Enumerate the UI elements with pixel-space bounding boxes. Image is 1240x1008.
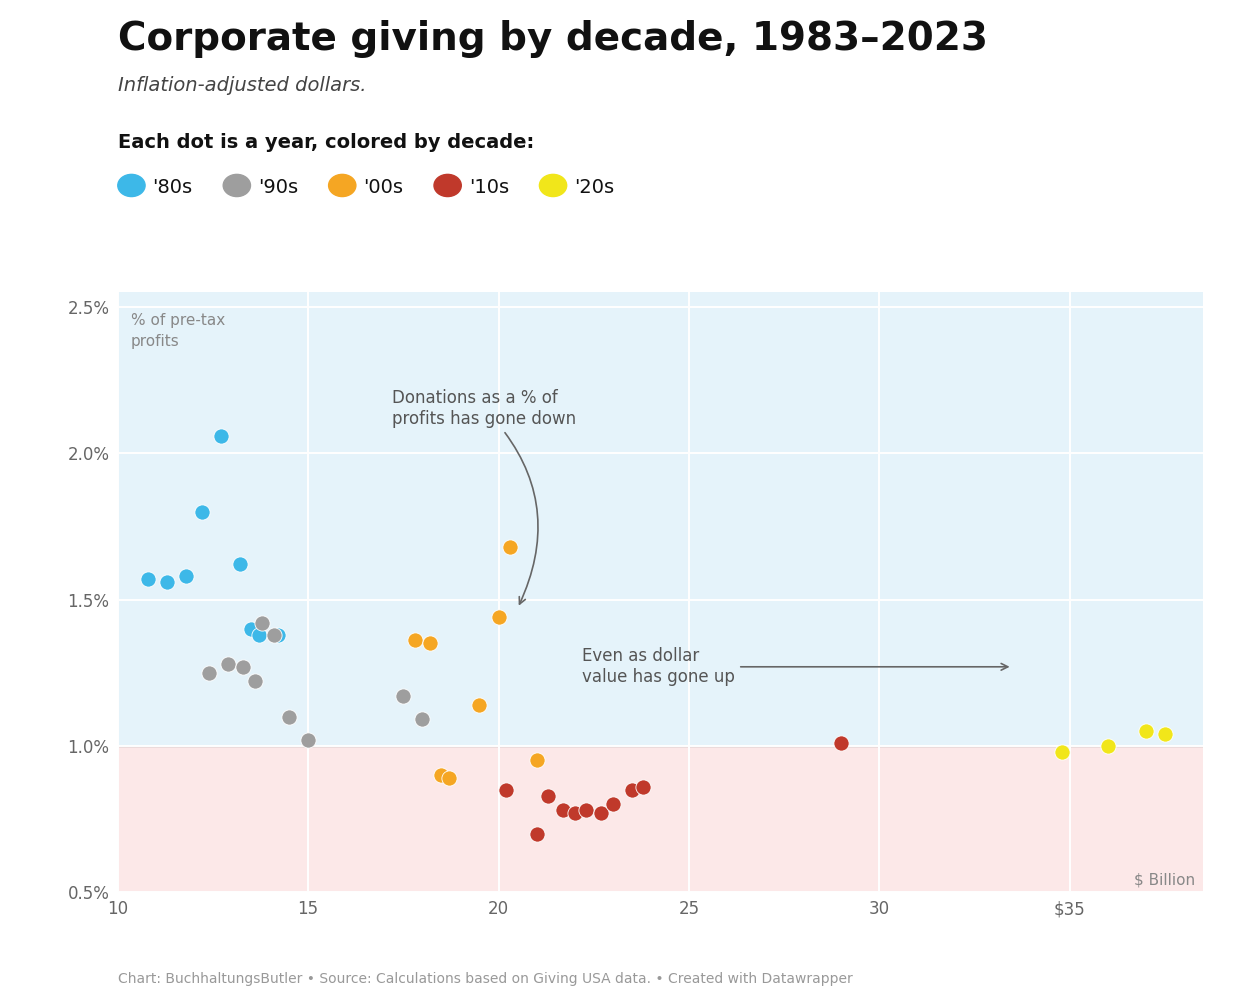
Point — [538, 787, 558, 803]
Point — [229, 556, 249, 573]
Point — [527, 826, 547, 842]
Point — [157, 574, 177, 590]
Point — [241, 621, 260, 637]
Point — [249, 627, 269, 643]
Point — [176, 569, 196, 585]
Point — [439, 770, 459, 786]
Point — [1136, 723, 1156, 739]
Point — [591, 805, 611, 822]
Point — [246, 673, 265, 689]
Point — [139, 571, 159, 587]
Point — [470, 697, 490, 713]
Point — [192, 504, 212, 520]
Text: Even as dollar
value has gone up: Even as dollar value has gone up — [583, 647, 1008, 686]
Text: '00s: '00s — [363, 178, 403, 197]
Point — [489, 609, 508, 625]
Text: Each dot is a year, colored by decade:: Each dot is a year, colored by decade: — [118, 133, 534, 152]
Point — [420, 635, 440, 651]
Point — [264, 627, 284, 643]
Point — [553, 802, 573, 818]
Text: Chart: BuchhaltungsButler • Source: Calculations based on Giving USA data. • Cre: Chart: BuchhaltungsButler • Source: Calc… — [118, 972, 853, 986]
Point — [1052, 744, 1071, 760]
Point — [211, 427, 231, 444]
Point — [200, 664, 219, 680]
Point — [1154, 726, 1174, 742]
Point — [564, 805, 584, 822]
Point — [634, 779, 653, 795]
Point — [500, 539, 520, 555]
Text: '90s: '90s — [258, 178, 298, 197]
Point — [233, 659, 253, 675]
Text: % of pre-tax
profits: % of pre-tax profits — [131, 312, 226, 349]
Text: Corporate giving by decade, 1983–2023: Corporate giving by decade, 1983–2023 — [118, 20, 988, 58]
Text: Donations as a % of
profits has gone down: Donations as a % of profits has gone dow… — [392, 389, 577, 604]
Point — [299, 732, 319, 748]
Text: Inflation-adjusted dollars.: Inflation-adjusted dollars. — [118, 76, 366, 95]
Text: '20s: '20s — [574, 178, 614, 197]
Point — [279, 709, 299, 725]
Point — [432, 767, 451, 783]
Point — [621, 781, 641, 797]
Point — [218, 656, 238, 672]
Point — [577, 802, 596, 818]
Point — [603, 796, 622, 812]
Point — [527, 752, 547, 768]
Bar — [118, 292, 1203, 746]
Point — [404, 632, 424, 648]
Point — [496, 781, 516, 797]
Bar — [118, 746, 1203, 892]
Point — [1097, 738, 1117, 754]
Text: $ Billion: $ Billion — [1135, 873, 1195, 888]
Point — [831, 735, 851, 751]
Point — [393, 688, 413, 705]
Point — [413, 712, 433, 728]
Point — [253, 615, 273, 631]
Text: '80s: '80s — [153, 178, 192, 197]
Text: '10s: '10s — [469, 178, 508, 197]
Point — [268, 627, 288, 643]
